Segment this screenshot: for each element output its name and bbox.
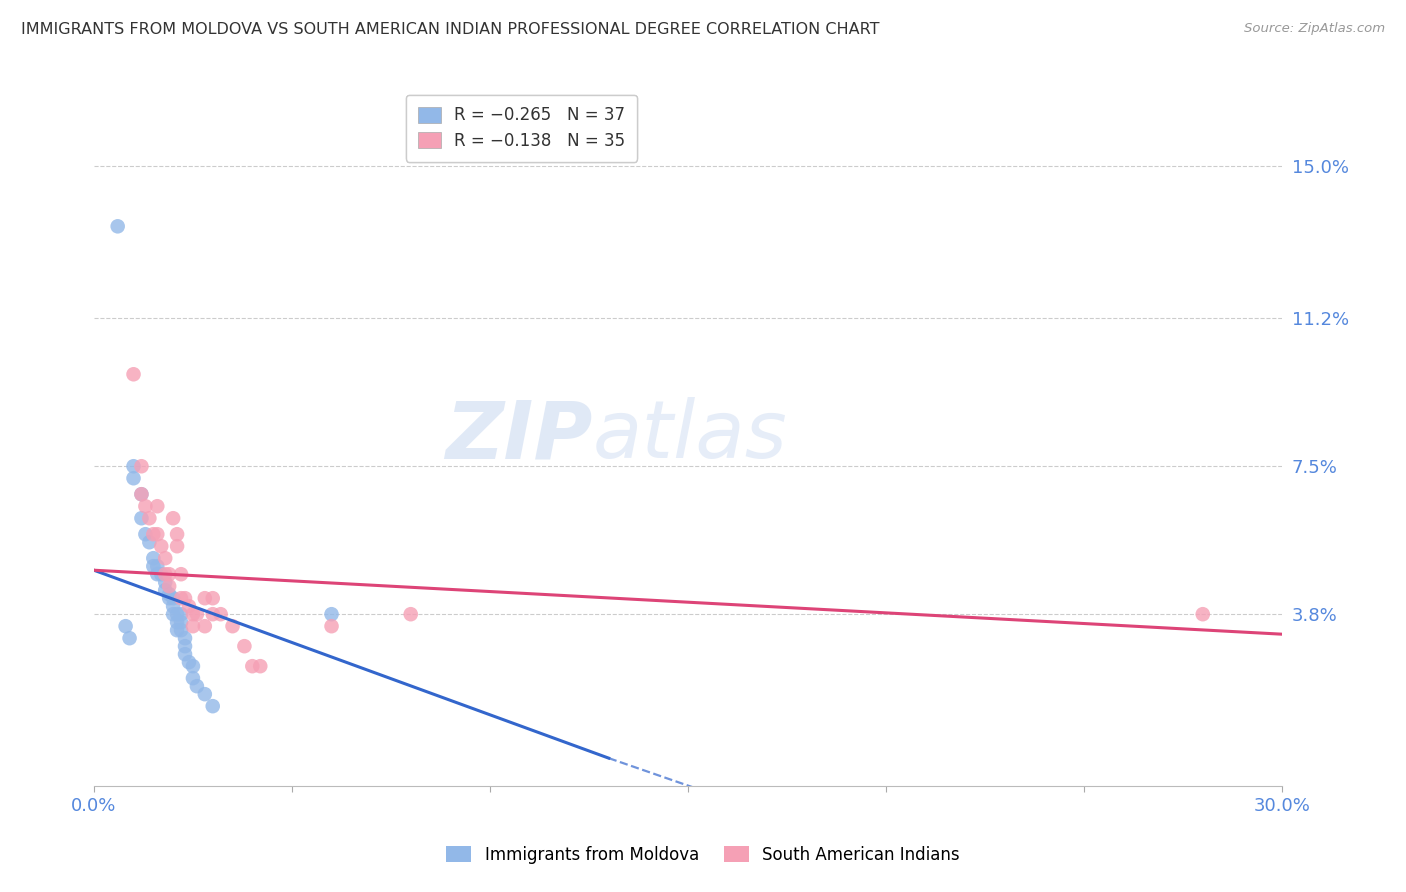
Point [114, 619, 136, 633]
Point [201, 591, 224, 606]
Text: Source: ZipAtlas.com: Source: ZipAtlas.com [1244, 22, 1385, 36]
Point [157, 587, 180, 601]
Point [131, 487, 153, 501]
Point [181, 619, 204, 633]
Point [399, 607, 422, 622]
Point [146, 567, 169, 582]
Point [186, 607, 208, 622]
Point [142, 551, 165, 566]
Point [170, 615, 193, 630]
Point [233, 639, 256, 653]
Point [166, 623, 188, 637]
Point [107, 219, 129, 234]
Point [138, 511, 160, 525]
Point [146, 500, 169, 514]
Point [240, 659, 263, 673]
Point [155, 567, 177, 582]
Point [162, 511, 184, 525]
Point [131, 459, 153, 474]
Point [157, 567, 180, 582]
Point [170, 623, 193, 637]
Point [138, 535, 160, 549]
Legend: Immigrants from Moldova, South American Indians: Immigrants from Moldova, South American … [440, 839, 966, 871]
Point [134, 500, 156, 514]
Point [122, 459, 145, 474]
Point [146, 559, 169, 574]
Point [122, 368, 145, 382]
Point [194, 619, 217, 633]
Point [194, 687, 217, 701]
Point [122, 471, 145, 485]
Point [201, 699, 224, 714]
Point [181, 659, 204, 673]
Text: atlas: atlas [593, 397, 787, 475]
Point [186, 679, 208, 693]
Point [162, 599, 184, 614]
Point [155, 551, 177, 566]
Point [170, 567, 193, 582]
Point [174, 647, 197, 661]
Point [177, 599, 200, 614]
Point [221, 619, 243, 633]
Point [166, 539, 188, 553]
Point [181, 671, 204, 685]
Point [162, 591, 184, 606]
Point [157, 579, 180, 593]
Point [150, 539, 173, 553]
Point [170, 591, 193, 606]
Point [170, 607, 193, 622]
Text: ZIP: ZIP [446, 397, 593, 475]
Point [181, 607, 204, 622]
Point [249, 659, 271, 673]
Point [174, 591, 197, 606]
Point [166, 527, 188, 541]
Point [166, 615, 188, 630]
Point [142, 559, 165, 574]
Point [177, 655, 200, 669]
Point [150, 567, 173, 582]
Point [174, 631, 197, 645]
Point [155, 583, 177, 598]
Point [131, 487, 153, 501]
Text: IMMIGRANTS FROM MOLDOVA VS SOUTH AMERICAN INDIAN PROFESSIONAL DEGREE CORRELATION: IMMIGRANTS FROM MOLDOVA VS SOUTH AMERICA… [21, 22, 880, 37]
Point [321, 619, 343, 633]
Point [157, 591, 180, 606]
Point [131, 511, 153, 525]
Point [194, 591, 217, 606]
Point [201, 607, 224, 622]
Point [321, 607, 343, 622]
Point [209, 607, 232, 622]
Point [118, 631, 141, 645]
Point [134, 527, 156, 541]
Point [155, 575, 177, 590]
Point [166, 607, 188, 622]
Point [174, 639, 197, 653]
Point [142, 527, 165, 541]
Point [1191, 607, 1213, 622]
Point [146, 527, 169, 541]
Legend: R = −0.265   N = 37, R = −0.138   N = 35: R = −0.265 N = 37, R = −0.138 N = 35 [406, 95, 637, 161]
Point [162, 607, 184, 622]
